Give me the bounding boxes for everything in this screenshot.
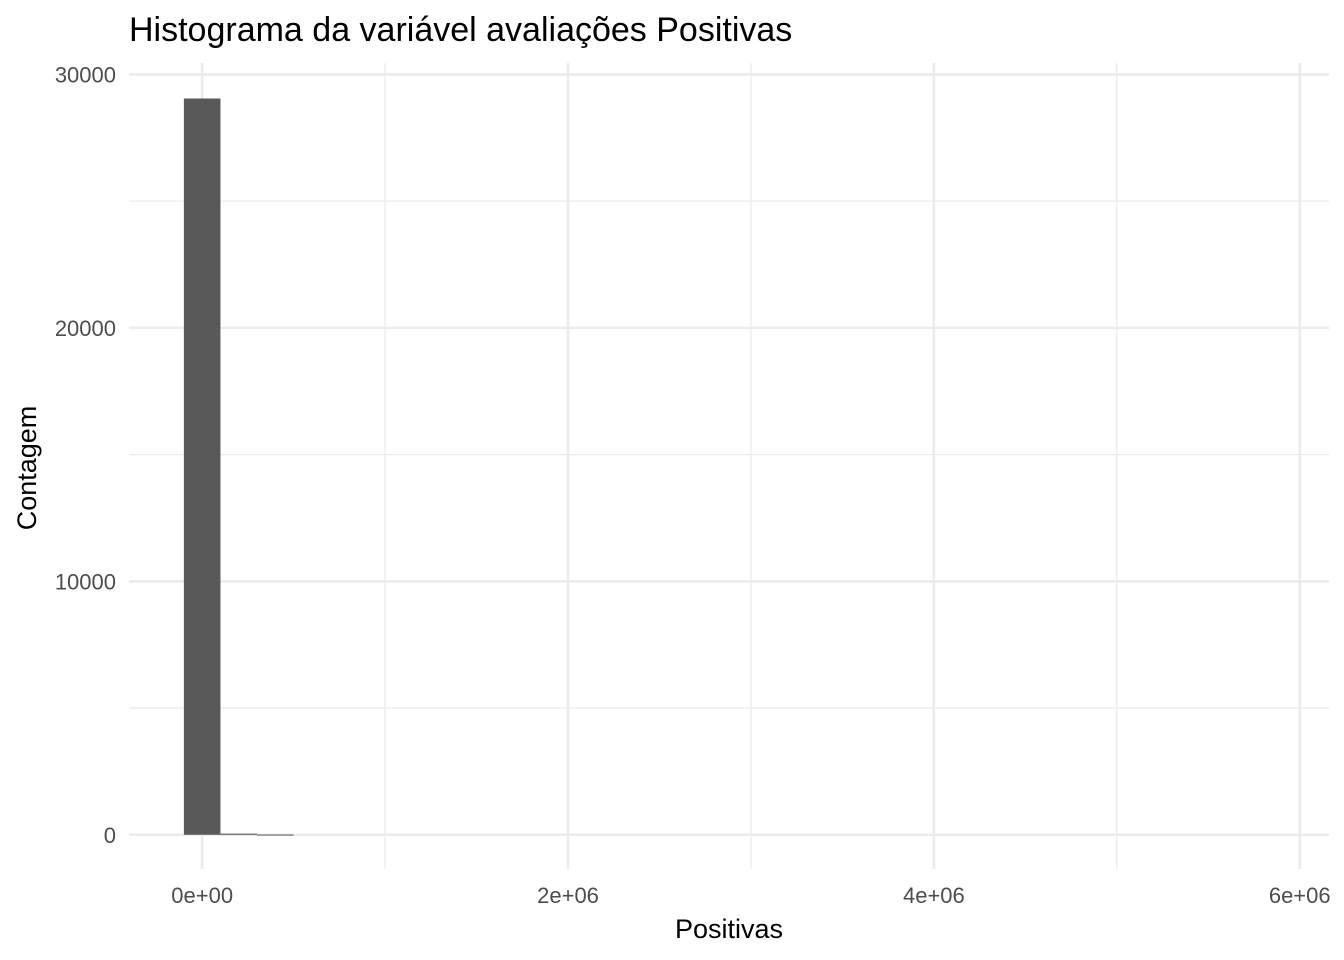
x-axis-title: Positivas (675, 914, 783, 944)
y-tick-label: 30000 (55, 62, 116, 87)
bar-layer (183, 98, 294, 836)
x-tick-label: 6e+06 (1269, 883, 1331, 908)
tick-label-layer: 0e+00 2e+06 4e+06 6e+06 0 10000 20000 30000 (55, 62, 1331, 908)
histogram-bar (183, 98, 221, 835)
histogram-bar (257, 834, 294, 836)
y-tick-label: 20000 (55, 316, 116, 341)
y-axis-title: Contagem (12, 406, 42, 531)
histogram-bar (220, 833, 258, 835)
x-tick-label: 0e+00 (171, 883, 233, 908)
y-tick-label: 0 (104, 823, 116, 848)
grid-layer (129, 63, 1329, 869)
chart-title: Histograma da variável avaliações Positi… (129, 11, 792, 49)
x-tick-label: 4e+06 (903, 883, 965, 908)
y-tick-label: 10000 (55, 569, 116, 594)
x-tick-label: 2e+06 (537, 883, 599, 908)
